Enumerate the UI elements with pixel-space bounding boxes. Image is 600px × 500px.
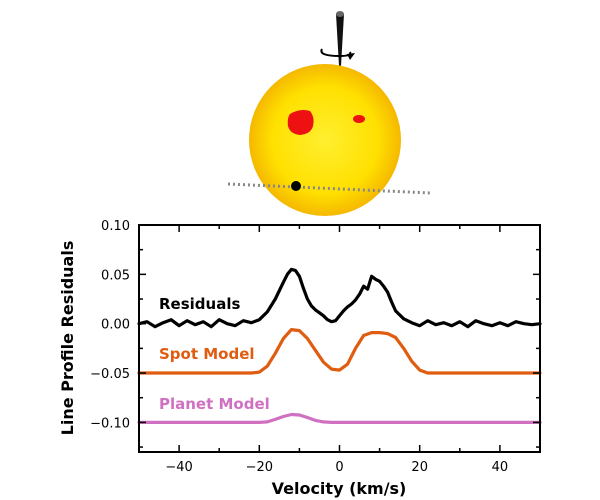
starspot-large xyxy=(287,110,314,135)
rotation-arrow-icon xyxy=(320,48,352,58)
planet xyxy=(291,181,301,191)
plot-frame xyxy=(138,224,541,453)
starspot-small xyxy=(353,115,365,123)
series-line-residuals xyxy=(137,267,542,329)
series-line-spot-model xyxy=(137,328,542,375)
plot-area: −40 −20 0 20 40 0.10 0.05 0.00 −0.05 −0.10 Residu… xyxy=(90,219,542,475)
y-tick-label: 0.10 xyxy=(101,219,130,234)
star-illustration xyxy=(227,11,432,216)
y-tick-label: −0.05 xyxy=(90,367,130,382)
series-label-planet-model: Planet Model xyxy=(159,395,270,413)
rotation-arrowhead-icon xyxy=(347,53,355,60)
x-tick-label: 20 xyxy=(411,460,428,475)
x-tick-label: −20 xyxy=(246,460,273,475)
series-line-planet-model xyxy=(137,412,542,424)
y-tick-label: −0.10 xyxy=(90,416,130,431)
star-disk xyxy=(249,64,401,216)
tick-labels: −40 −20 0 20 40 0.10 0.05 0.00 −0.05 −0.10 xyxy=(90,219,508,475)
x-tick-label: −40 xyxy=(165,460,192,475)
x-axis-label: Velocity (km/s) xyxy=(272,479,407,498)
series-labels: Residuals Spot Model Planet Model xyxy=(159,295,270,413)
x-tick-label: 40 xyxy=(492,460,509,475)
x-tick-label: 0 xyxy=(335,460,343,475)
y-tick-label: 0.00 xyxy=(101,318,130,333)
ticks xyxy=(138,224,541,452)
y-tick-label: 0.05 xyxy=(101,268,130,283)
rotation-axis-tip xyxy=(336,11,344,17)
transit-chord xyxy=(227,182,432,195)
series-lines xyxy=(137,267,542,424)
series-label-residuals: Residuals xyxy=(159,295,240,313)
y-axis-label: Line Profile Residuals xyxy=(58,241,77,436)
rotation-axis xyxy=(336,14,344,66)
series-label-spot-model: Spot Model xyxy=(159,345,255,363)
